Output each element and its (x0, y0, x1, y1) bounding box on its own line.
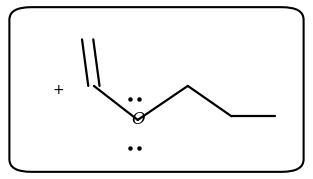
Text: O: O (131, 112, 145, 128)
Text: +: + (52, 83, 64, 96)
